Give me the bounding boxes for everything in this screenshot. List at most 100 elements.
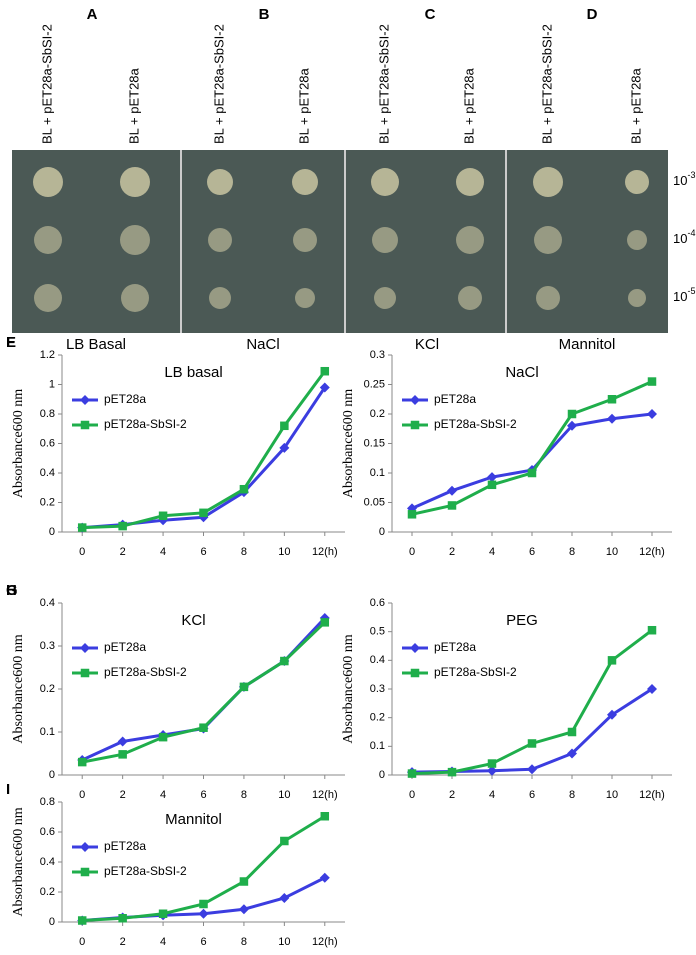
strain-label: BL + pET28a-SbSI-2 [376, 24, 391, 144]
chart: 0 0.2 0.4 0.6 0.8 0 2 4 6 8 10 12(h) Absorbance600 n… [6, 781, 345, 948]
data-point [487, 472, 497, 483]
legend-label: pET28a-SbSI-2 [434, 665, 517, 679]
colony-spot [292, 169, 318, 195]
data-point [527, 739, 537, 748]
series-line [411, 687, 653, 774]
data-point [320, 812, 330, 821]
data-point [118, 521, 127, 531]
y-tick-label: 0.15 [364, 437, 385, 449]
plate-photo [12, 150, 668, 333]
data-point [647, 684, 657, 694]
data-point [77, 757, 87, 767]
y-tick-label: 0.4 [40, 467, 55, 479]
dilution-label: 10-4 [673, 228, 695, 246]
legend-marker [410, 420, 420, 430]
panel-letter: H [6, 582, 17, 599]
y-tick-label: 0 [49, 526, 55, 538]
data-point [199, 899, 208, 909]
data-point [447, 501, 457, 510]
y-axis-label: Absorbance600 nm [341, 389, 356, 498]
x-tick-label: 0 [79, 546, 85, 558]
dilution-label: 10-3 [673, 170, 695, 188]
x-tick-label: 2 [120, 546, 126, 558]
dilution-base: 10 [673, 289, 687, 304]
legend-marker [80, 395, 90, 405]
data-point [239, 484, 249, 494]
y-axis-label: Absorbance600 nm [341, 634, 356, 743]
x-tick-label: 0 [79, 936, 85, 948]
legend-label: pET28a [104, 392, 146, 406]
data-point [567, 409, 577, 419]
colony-spot [533, 167, 563, 197]
y-tick-label: 0.8 [40, 408, 55, 420]
x-tick-label: 2 [120, 789, 126, 801]
colony-spot [207, 169, 233, 195]
series-line [82, 386, 327, 530]
y-tick-label: 0 [49, 916, 55, 928]
x-tick-label: 12(h) [639, 789, 665, 801]
colony-spot [34, 226, 62, 254]
data-point [199, 508, 208, 518]
colony-spot [209, 287, 231, 309]
data-point [607, 395, 617, 404]
data-point [527, 468, 537, 478]
y-tick-label: 0.8 [40, 796, 55, 808]
data-point [647, 625, 657, 635]
data-point [118, 914, 127, 923]
y-tick-label: 0.2 [370, 408, 385, 420]
data-point [279, 893, 290, 903]
panel-letter: D [587, 6, 598, 23]
data-point [238, 904, 249, 915]
x-tick-label: 6 [200, 789, 206, 801]
panel-letter: I [6, 781, 10, 798]
panel-letter: B [259, 6, 270, 23]
legend-label: pET28a [434, 640, 476, 654]
condition-label: Mannitol [559, 336, 616, 353]
x-tick-label: 6 [529, 546, 535, 558]
y-tick-label: 0.25 [364, 378, 385, 390]
strain-label: BL + pET28a [461, 67, 476, 144]
y-axis-label: Absorbance600 nm [11, 634, 26, 743]
x-tick-label: 10 [278, 789, 290, 801]
colony-spot [371, 168, 399, 196]
y-tick-label: 0.2 [40, 886, 55, 898]
data-point [607, 709, 617, 720]
data-point [407, 510, 417, 519]
x-tick-label: 4 [160, 789, 166, 801]
data-point [198, 908, 209, 919]
data-point [158, 732, 168, 742]
x-tick-label: 12(h) [312, 789, 338, 801]
data-point [607, 413, 617, 424]
legend-label: pET28a [104, 839, 146, 853]
colony-spot [628, 289, 646, 307]
legend-label: pET28a-SbSI-2 [434, 417, 517, 431]
x-tick-label: 10 [278, 546, 290, 558]
legend-label: pET28a-SbSI-2 [104, 864, 187, 878]
legend-marker [80, 668, 90, 678]
y-tick-label: 0.3 [370, 349, 385, 361]
data-point [447, 767, 457, 777]
data-point [158, 909, 168, 918]
data-point [319, 382, 330, 393]
chart: 0 0.1 0.2 0.3 0.4 0.5 0.6 0 2 4 6 8 10 12(h) Absorbanc… [6, 582, 672, 801]
data-point [607, 656, 617, 665]
x-tick-label: 10 [606, 789, 618, 801]
data-point [77, 523, 87, 532]
strain-label: BL + pET28a [628, 67, 643, 144]
colony-spot [625, 170, 649, 194]
x-tick-label: 8 [569, 789, 575, 801]
dilution-label: 10-5 [673, 286, 695, 304]
condition-label: NaCl [246, 336, 279, 353]
colony-spot [536, 286, 560, 310]
chart: 0 0.1 0.2 0.3 0.4 0 2 4 6 8 10 12(h) Absorbance600 n… [6, 582, 345, 801]
strain-label: BL + pET28a [296, 67, 311, 144]
data-point [447, 485, 457, 496]
data-point [487, 765, 497, 776]
legend-label: pET28a-SbSI-2 [104, 665, 187, 679]
y-tick-label: 0.3 [370, 683, 385, 695]
legend-marker [80, 867, 90, 877]
strain-label: BL + pET28a-SbSI-2 [211, 24, 226, 144]
legend-label: pET28a-SbSI-2 [104, 417, 187, 431]
data-point [279, 442, 290, 453]
y-axis-label: Absorbance600 nm [11, 807, 26, 916]
